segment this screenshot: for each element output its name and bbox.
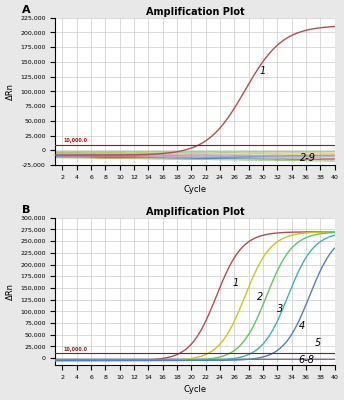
Text: 10,000.0: 10,000.0: [64, 347, 88, 352]
Text: 5: 5: [314, 338, 321, 348]
Title: Amplification Plot: Amplification Plot: [146, 7, 244, 17]
Y-axis label: ΔRn: ΔRn: [6, 283, 14, 300]
Title: Amplification Plot: Amplification Plot: [146, 207, 244, 217]
Text: 2: 2: [257, 292, 264, 302]
Text: 1: 1: [233, 278, 239, 288]
Y-axis label: ΔRn: ΔRn: [6, 83, 14, 100]
Text: 4: 4: [299, 321, 305, 331]
Text: A: A: [22, 5, 31, 15]
Text: B: B: [22, 205, 30, 215]
X-axis label: Cycle: Cycle: [183, 386, 206, 394]
Text: 1: 1: [259, 66, 266, 76]
Text: 2-9: 2-9: [300, 153, 316, 163]
Text: 6-8: 6-8: [299, 355, 315, 365]
Text: 3: 3: [277, 304, 283, 314]
X-axis label: Cycle: Cycle: [183, 186, 206, 194]
Text: 10,000.0: 10,000.0: [64, 138, 88, 143]
